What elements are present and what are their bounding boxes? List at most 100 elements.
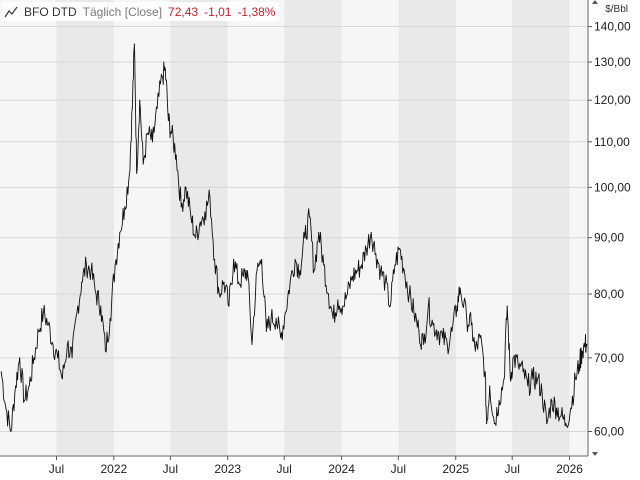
- data-point: [256, 270, 258, 272]
- data-point: [486, 422, 488, 425]
- data-point: [57, 357, 59, 359]
- data-point: [532, 378, 534, 380]
- data-point: [560, 415, 562, 417]
- data-point: [493, 422, 496, 425]
- data-point: [570, 407, 572, 409]
- data-point: [370, 231, 372, 234]
- data-point: [451, 330, 453, 332]
- data-point: [470, 324, 472, 326]
- data-point: [223, 281, 225, 283]
- data-point: [294, 258, 296, 261]
- data-point: [14, 385, 17, 387]
- data-point: [167, 119, 170, 122]
- data-point: [38, 330, 40, 332]
- data-point: [151, 141, 154, 143]
- data-point: [61, 378, 63, 380]
- price-change: -1,01: [204, 4, 232, 19]
- data-point: [194, 237, 197, 239]
- data-point: [209, 196, 211, 198]
- data-point: [456, 305, 458, 307]
- data-point: [546, 422, 548, 425]
- data-point: [379, 270, 382, 272]
- data-point: [66, 343, 68, 345]
- data-point: [555, 407, 558, 409]
- data-point: [5, 407, 7, 409]
- x-tick-label: Jul: [49, 462, 64, 476]
- x-tick-label: 2026: [556, 462, 583, 476]
- y-tick-label: 100,00: [594, 180, 631, 194]
- data-point: [175, 154, 177, 156]
- data-point: [509, 378, 511, 380]
- data-point: [342, 305, 344, 307]
- data-point: [375, 253, 377, 255]
- data-point: [28, 385, 30, 387]
- data-point: [398, 247, 401, 250]
- data-point: [114, 264, 116, 266]
- data-point: [142, 163, 144, 165]
- line-chart-icon: [4, 6, 18, 17]
- price-change-pct: -1,38%: [237, 4, 276, 19]
- scroll-up-icon[interactable]: [592, 0, 598, 4]
- series-layer: [0, 43, 588, 433]
- ticker-label: BFO DTD: [24, 4, 77, 19]
- data-point: [332, 317, 334, 320]
- y-tick-label: 130,00: [594, 55, 631, 69]
- data-point: [578, 364, 580, 366]
- data-point: [308, 216, 311, 218]
- data-point: [251, 343, 253, 345]
- data-point: [71, 357, 73, 359]
- data-point: [133, 43, 136, 45]
- data-point: [503, 378, 505, 380]
- data-point: [280, 337, 282, 339]
- data-point: [459, 287, 461, 289]
- data-point: [479, 337, 481, 339]
- year-band: [56, 0, 114, 456]
- data-point: [442, 337, 444, 339]
- data-point: [119, 231, 121, 234]
- data-point: [185, 186, 187, 188]
- data-point: [100, 305, 102, 307]
- data-point: [270, 317, 272, 320]
- data-point: [170, 132, 173, 134]
- last-price: 72,43: [168, 4, 199, 19]
- data-point: [199, 221, 201, 223]
- data-point: [427, 305, 429, 307]
- data-point: [109, 317, 111, 320]
- data-point: [423, 343, 425, 345]
- data-point: [85, 264, 88, 266]
- data-point: [261, 258, 263, 261]
- data-point: [289, 281, 291, 283]
- data-point: [574, 378, 577, 380]
- data-point: [124, 206, 126, 208]
- data-point: [323, 264, 325, 266]
- year-band: [398, 0, 456, 456]
- data-point: [541, 392, 543, 394]
- y-tick-label: 110,00: [594, 135, 630, 149]
- data-point: [47, 324, 49, 326]
- data-point: [304, 237, 306, 239]
- data-point: [586, 343, 588, 345]
- scroll-down-icon[interactable]: [592, 452, 598, 456]
- data-point: [337, 299, 339, 301]
- data-point: [52, 343, 54, 345]
- data-point: [139, 99, 141, 101]
- data-point: [128, 172, 131, 174]
- data-point: [23, 400, 25, 402]
- data-point: [81, 281, 83, 283]
- data-point: [0, 371, 2, 373]
- data-point: [180, 206, 182, 208]
- data-point: [42, 311, 44, 313]
- data-point: [506, 305, 508, 307]
- data-point: [190, 216, 192, 218]
- data-point: [360, 264, 363, 266]
- data-point: [437, 330, 439, 332]
- data-point: [327, 293, 330, 295]
- y-tick-label: 60,00: [594, 424, 624, 438]
- x-tick-label: 2025: [442, 462, 469, 476]
- data-point: [389, 305, 391, 307]
- data-point: [10, 430, 12, 433]
- data-point: [313, 270, 315, 272]
- data-point: [164, 68, 166, 70]
